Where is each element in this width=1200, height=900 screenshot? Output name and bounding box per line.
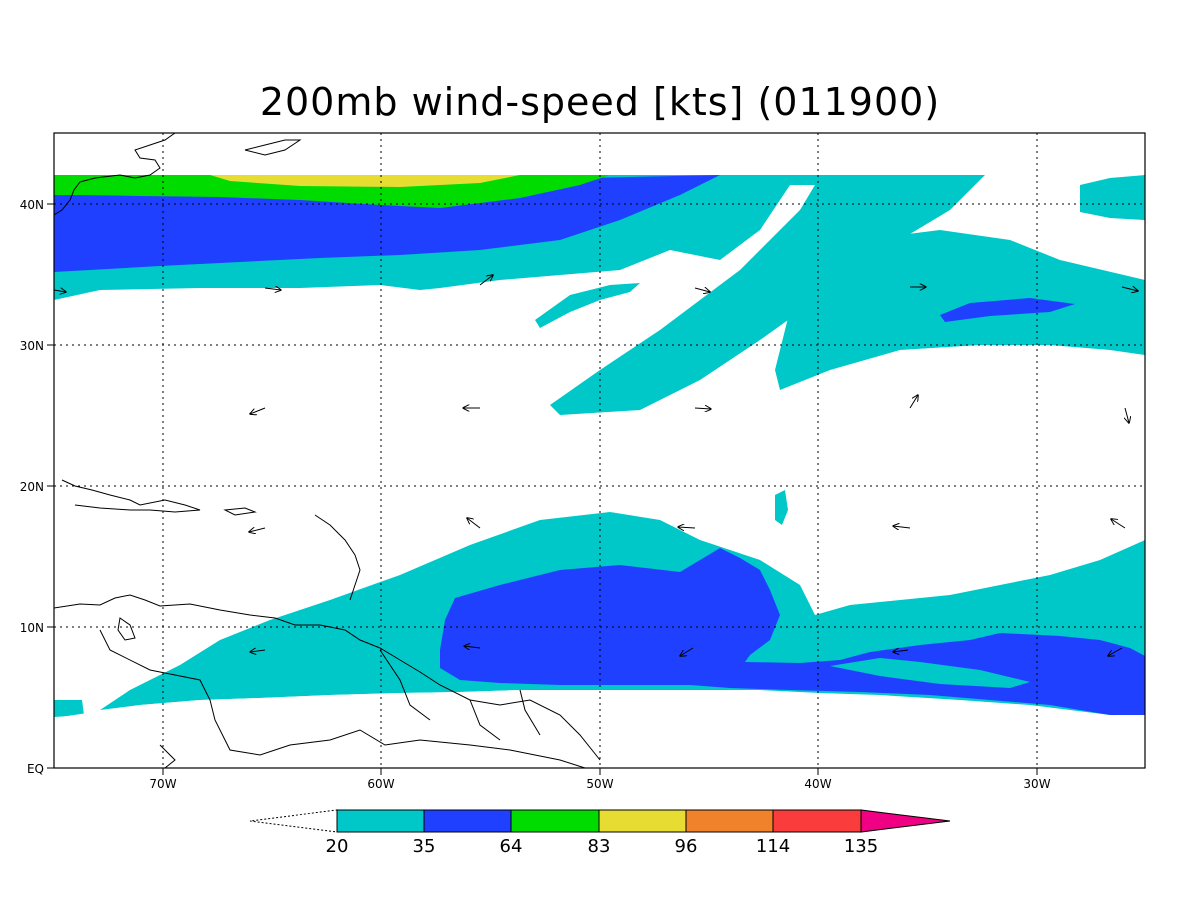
- colorbar-label: 64: [500, 836, 523, 857]
- colorbar-box: [685, 809, 774, 833]
- lon-label: 60W: [367, 777, 394, 791]
- wind-vectors: [53, 275, 1138, 656]
- border-interior-south-america: [99, 629, 586, 768]
- lon-label: 40W: [804, 777, 831, 791]
- coast-lake-maracaibo: [117, 617, 136, 641]
- wind-speed-field: [54, 175, 1145, 768]
- colorbar-box: [336, 809, 425, 833]
- coast-puerto-rico: [223, 507, 257, 516]
- lon-label: 30W: [1023, 777, 1050, 791]
- lon-labels: 70W 60W 50W 40W 30W: [149, 777, 1050, 791]
- jet-north-yellow: [210, 175, 520, 187]
- colorbar-label: 20: [326, 836, 349, 857]
- lat-labels: EQ 10N 20N 30N 40N: [20, 198, 44, 776]
- cyan-patch: [775, 490, 788, 525]
- colorbar-label: 83: [588, 836, 611, 857]
- colorbar-label: 135: [844, 836, 878, 857]
- border-guiana: [379, 649, 541, 741]
- cyan-small-west: [54, 700, 84, 717]
- coastlines: [54, 133, 601, 768]
- coast-lesser-antilles: [314, 514, 361, 601]
- colorbar-labels: 20 35 64 83 96 114 135: [326, 836, 879, 857]
- lat-label: 10N: [20, 621, 44, 635]
- lat-label: 20N: [20, 480, 44, 494]
- colorbar-label: 35: [413, 836, 436, 857]
- colorbar-label: 114: [756, 836, 790, 857]
- grid-lines: [54, 133, 1145, 768]
- blue-core-ne: [940, 298, 1075, 322]
- lat-label: 40N: [20, 198, 44, 212]
- coast-central-america: [159, 744, 176, 768]
- coast-south-america: [54, 594, 601, 761]
- cyan-pocket-east: [830, 658, 1030, 688]
- colorbar-label: 96: [675, 836, 698, 857]
- colorbar-box: [510, 809, 600, 833]
- coast-newfoundland: [244, 139, 302, 156]
- map-title: 200mb wind-speed [kts] (011900): [259, 80, 941, 124]
- lat-label: 30N: [20, 339, 44, 353]
- axis-ticks: [47, 203, 1038, 775]
- colorbar: 20 35 64 83 96 114 135: [249, 809, 951, 857]
- cyan-streak: [535, 283, 640, 328]
- colorbar-under-triangle: [249, 809, 338, 833]
- lon-label: 70W: [149, 777, 176, 791]
- colorbar-box: [772, 809, 862, 833]
- cyan-blob-east: [1080, 175, 1145, 220]
- lon-label: 50W: [586, 777, 613, 791]
- coast-cuba-hispaniola: [61, 479, 201, 513]
- coast-north-america: [54, 133, 176, 216]
- lat-label: EQ: [27, 762, 44, 776]
- jet-north-blue: [54, 175, 720, 272]
- colorbar-box: [598, 809, 687, 833]
- colorbar-over-triangle: [860, 809, 951, 833]
- colorbar-box: [423, 809, 512, 833]
